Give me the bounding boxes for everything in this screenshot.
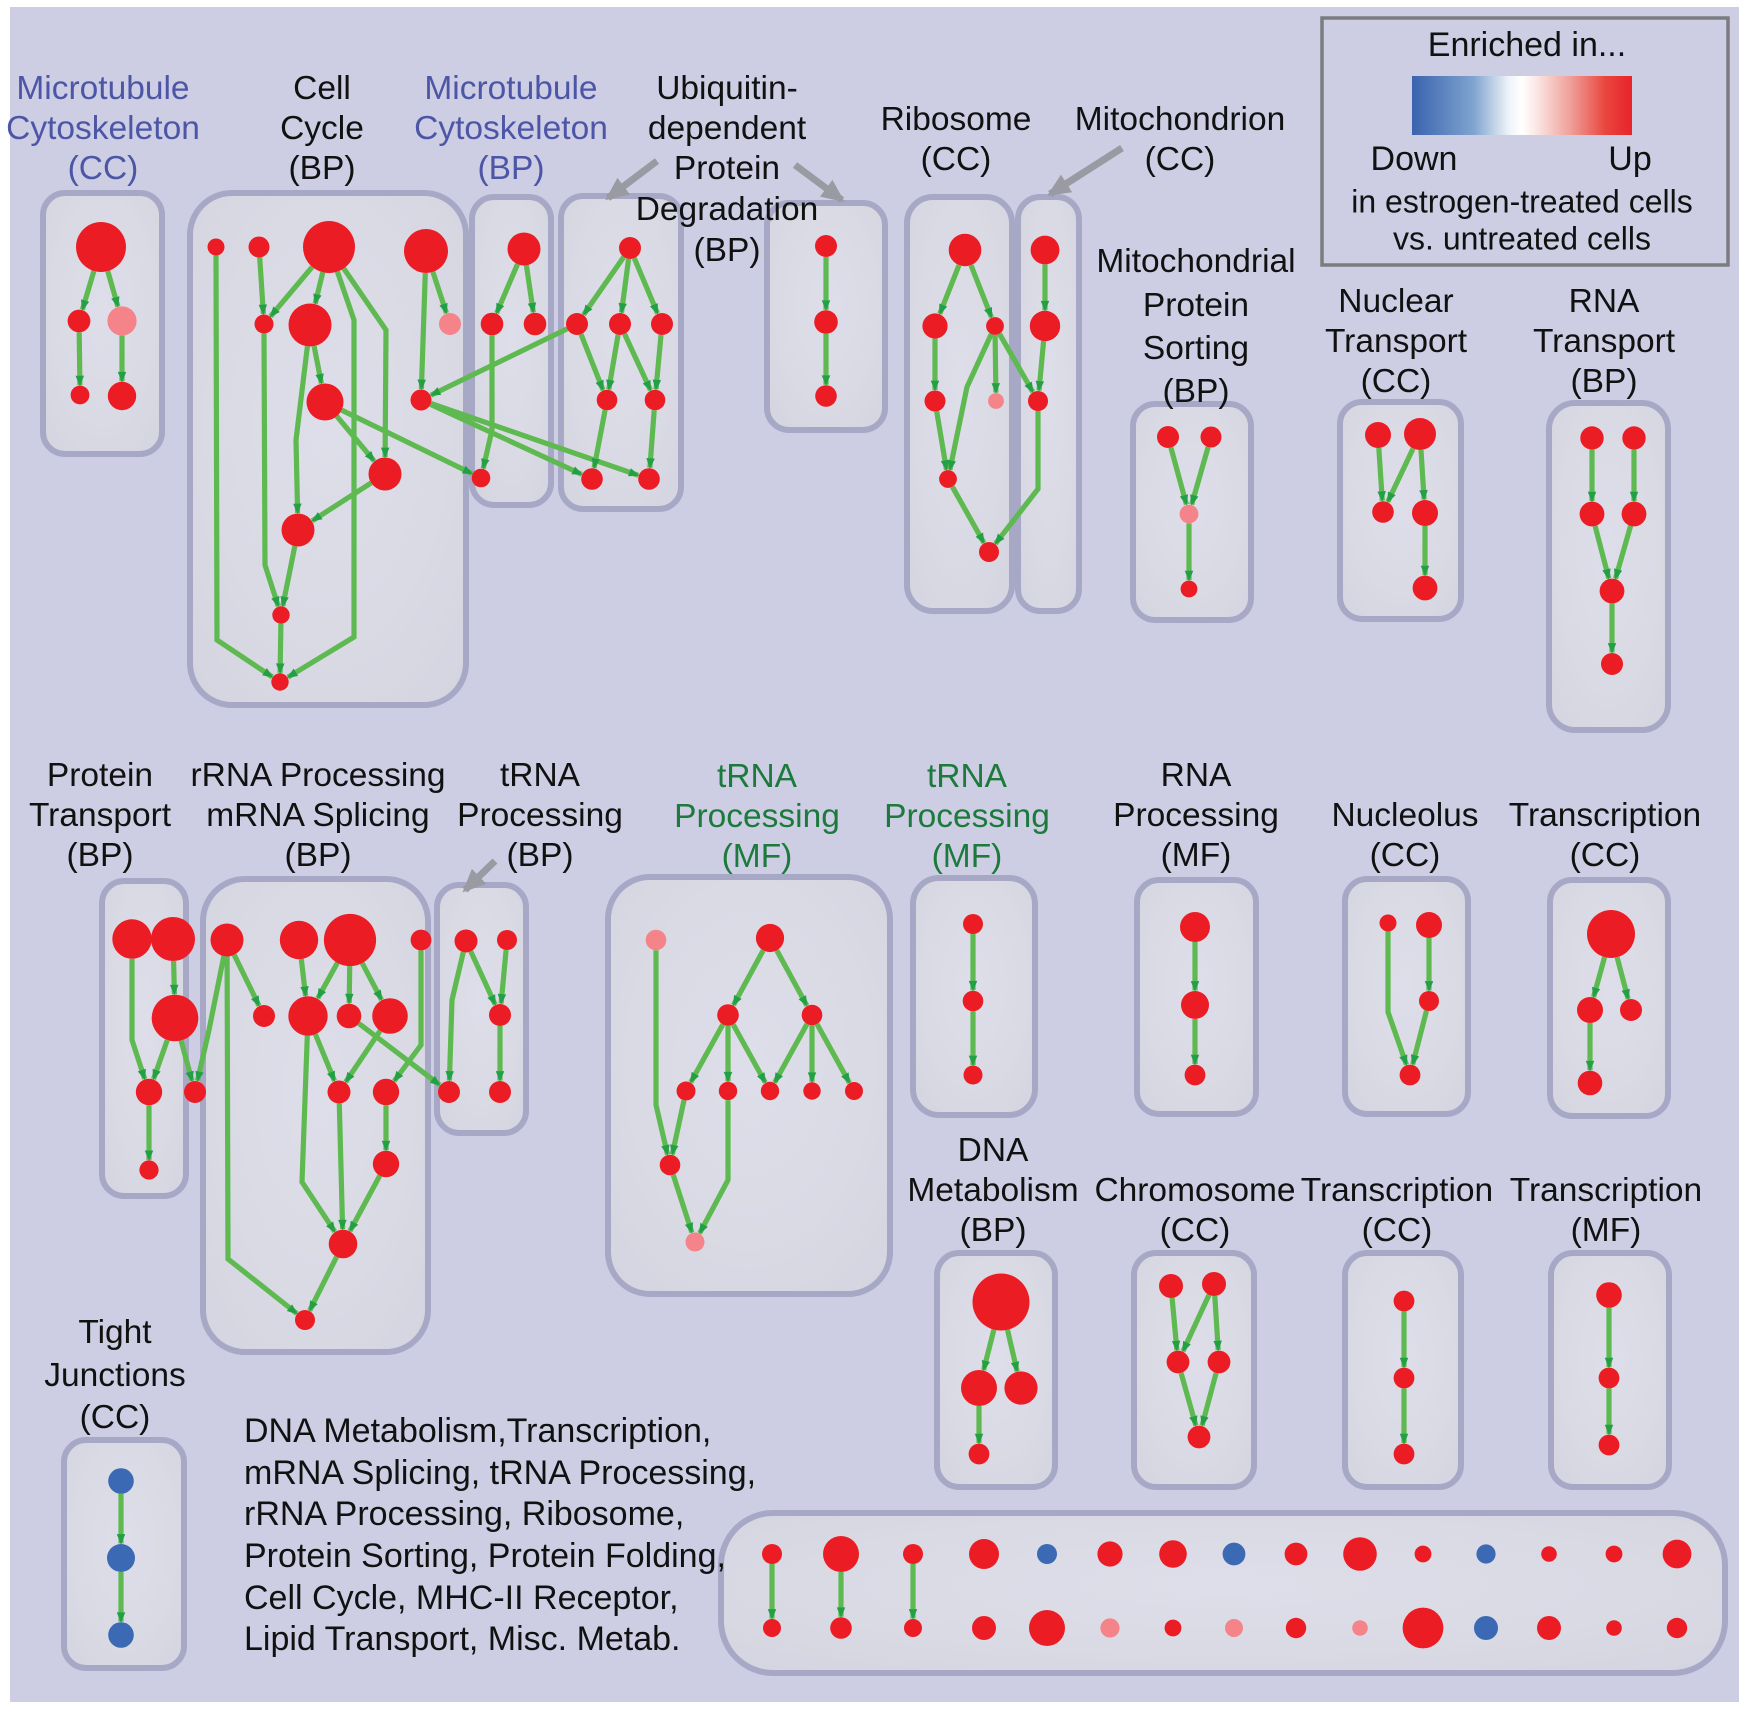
svg-text:Transport: Transport — [1325, 323, 1468, 360]
svg-text:(BP): (BP) — [289, 150, 356, 187]
svg-text:mRNA Splicing, tRNA Processing: mRNA Splicing, tRNA Processing, — [244, 1454, 756, 1492]
svg-text:Degradation: Degradation — [636, 191, 819, 228]
svg-text:(CC): (CC) — [921, 141, 992, 178]
svg-text:Sorting: Sorting — [1143, 330, 1249, 367]
svg-text:DNA Metabolism,Transcription,: DNA Metabolism,Transcription, — [244, 1412, 711, 1450]
svg-text:tRNA: tRNA — [717, 758, 798, 795]
svg-text:Nucleolus: Nucleolus — [1331, 797, 1478, 834]
svg-text:Cycle: Cycle — [280, 110, 364, 147]
svg-text:in estrogen-treated cells: in estrogen-treated cells — [1351, 183, 1693, 219]
svg-text:(BP): (BP) — [507, 837, 574, 874]
svg-text:(CC): (CC) — [1570, 837, 1641, 874]
svg-text:(MF): (MF) — [932, 838, 1003, 875]
svg-text:Transport: Transport — [29, 797, 172, 834]
svg-text:Tight: Tight — [78, 1314, 152, 1351]
svg-text:Microtubule: Microtubule — [16, 70, 189, 107]
svg-text:Mitochondrial: Mitochondrial — [1096, 243, 1295, 280]
svg-text:rRNA Processing, Ribosome,: rRNA Processing, Ribosome, — [244, 1495, 684, 1533]
svg-text:(CC): (CC) — [80, 1399, 151, 1436]
svg-text:Microtubule: Microtubule — [424, 70, 597, 107]
svg-text:Protein: Protein — [1143, 287, 1249, 324]
svg-text:(BP): (BP) — [694, 232, 761, 269]
svg-text:Processing: Processing — [884, 798, 1050, 835]
svg-text:Lipid Transport, Misc. Metab.: Lipid Transport, Misc. Metab. — [244, 1620, 681, 1658]
svg-text:Chromosome: Chromosome — [1094, 1172, 1295, 1209]
svg-text:(BP): (BP) — [285, 837, 352, 874]
svg-text:Metabolism: Metabolism — [907, 1172, 1078, 1209]
svg-text:Ribosome: Ribosome — [881, 101, 1032, 138]
svg-text:(MF): (MF) — [1571, 1212, 1642, 1249]
svg-text:(BP): (BP) — [960, 1212, 1027, 1249]
svg-text:Transcription: Transcription — [1510, 1172, 1702, 1209]
svg-text:(BP): (BP) — [67, 837, 134, 874]
svg-text:Cell: Cell — [293, 70, 351, 107]
svg-text:Transcription: Transcription — [1509, 797, 1701, 834]
svg-text:Ubiquitin-: Ubiquitin- — [656, 70, 798, 107]
svg-text:Mitochondrion: Mitochondrion — [1075, 101, 1285, 138]
svg-text:tRNA: tRNA — [500, 757, 581, 794]
svg-text:Transcription: Transcription — [1301, 1172, 1493, 1209]
svg-text:tRNA: tRNA — [927, 758, 1008, 795]
svg-text:RNA: RNA — [1161, 757, 1232, 794]
svg-text:(CC): (CC) — [68, 150, 139, 187]
svg-text:Down: Down — [1371, 140, 1458, 178]
svg-text:Cytoskeleton: Cytoskeleton — [6, 110, 200, 147]
svg-text:(BP): (BP) — [478, 150, 545, 187]
svg-text:Protein: Protein — [47, 757, 153, 794]
svg-text:Transport: Transport — [1533, 323, 1676, 360]
svg-text:rRNA Processing: rRNA Processing — [190, 757, 445, 794]
svg-text:(CC): (CC) — [1145, 141, 1216, 178]
svg-text:Cell Cycle, MHC-II Receptor,: Cell Cycle, MHC-II Receptor, — [244, 1579, 679, 1617]
svg-text:Junctions: Junctions — [44, 1357, 186, 1394]
svg-text:Enriched in...: Enriched in... — [1428, 26, 1626, 64]
svg-text:Cytoskeleton: Cytoskeleton — [414, 110, 608, 147]
svg-text:vs. untreated cells: vs. untreated cells — [1393, 220, 1651, 256]
svg-text:(BP): (BP) — [1571, 363, 1638, 400]
svg-text:(MF): (MF) — [1161, 837, 1232, 874]
svg-text:(CC): (CC) — [1361, 363, 1432, 400]
svg-text:(CC): (CC) — [1362, 1212, 1433, 1249]
svg-text:DNA: DNA — [958, 1132, 1029, 1169]
svg-text:Processing: Processing — [674, 798, 840, 835]
svg-text:(MF): (MF) — [722, 838, 793, 875]
svg-text:Nuclear: Nuclear — [1338, 283, 1453, 320]
svg-text:(CC): (CC) — [1160, 1212, 1231, 1249]
svg-text:dependent: dependent — [648, 110, 807, 147]
svg-text:RNA: RNA — [1569, 283, 1640, 320]
svg-text:Processing: Processing — [457, 797, 623, 834]
svg-text:Protein: Protein — [674, 150, 780, 187]
svg-text:(CC): (CC) — [1370, 837, 1441, 874]
svg-text:(BP): (BP) — [1163, 373, 1230, 410]
svg-text:Processing: Processing — [1113, 797, 1279, 834]
svg-text:mRNA Splicing: mRNA Splicing — [206, 797, 429, 834]
svg-text:Up: Up — [1608, 140, 1651, 178]
svg-text:Protein Sorting, Protein Foldi: Protein Sorting, Protein Folding, — [244, 1537, 726, 1575]
